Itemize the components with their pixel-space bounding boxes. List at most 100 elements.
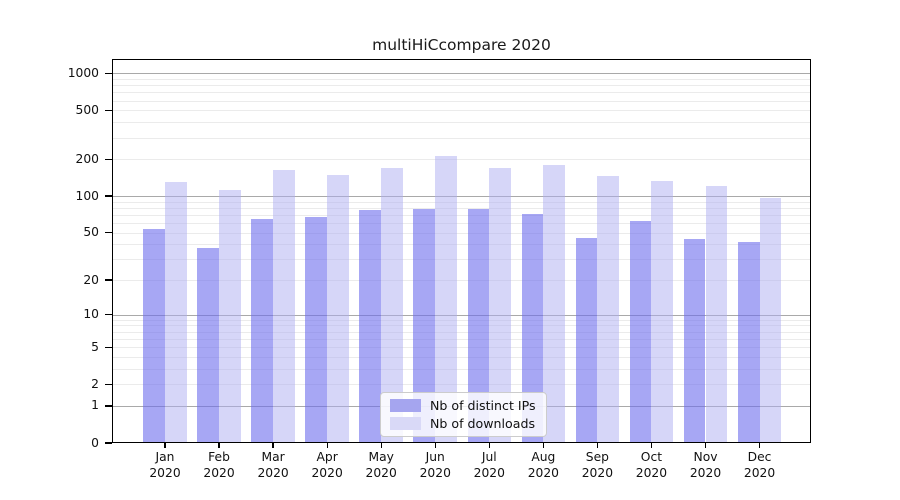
y-tick-mark — [105, 232, 112, 234]
bar-downloads-dec — [759, 198, 782, 443]
bar-ips-feb — [197, 248, 220, 443]
bar-ips-may — [359, 209, 382, 443]
x-tick-year: 2020 — [689, 465, 722, 480]
bar-ips-oct — [629, 220, 652, 443]
gridline-minor — [112, 79, 811, 81]
y-tick-label: 500 — [75, 102, 99, 117]
x-tick-month: Oct — [640, 450, 663, 464]
x-tick-month: Aug — [531, 450, 556, 464]
x-tick-mark — [434, 443, 436, 448]
bar-downloads-jun — [435, 156, 458, 443]
x-tick-month: Mar — [261, 450, 285, 464]
x-tick-month: Nov — [693, 450, 718, 464]
gridline-minor — [112, 368, 811, 370]
y-tick-mark — [105, 346, 112, 348]
x-tick-label: Nov 2020 — [670, 450, 742, 481]
bar-ips-jan — [143, 228, 165, 443]
gridline-major — [112, 196, 811, 198]
gridline-minor — [112, 92, 811, 94]
x-tick-year: 2020 — [365, 465, 397, 480]
x-tick-mark — [650, 443, 653, 448]
bar-ips-apr — [305, 217, 328, 443]
y-tick-label: 2 — [91, 376, 99, 391]
x-tick-year: 2020 — [419, 465, 451, 480]
x-tick-month: Jul — [481, 450, 497, 464]
y-tick-label: 50 — [83, 225, 99, 240]
gridline-minor — [112, 201, 811, 203]
gridline-minor — [112, 232, 811, 234]
bar-downloads-nov — [705, 186, 728, 443]
y-tick-label: 10 — [83, 307, 99, 322]
x-tick-month: Jun — [425, 450, 445, 464]
plot-area — [112, 59, 811, 443]
gridline-minor — [112, 356, 811, 358]
bar-downloads-jul — [489, 167, 512, 443]
x-tick-mark — [596, 443, 599, 448]
bar-downloads-feb — [219, 190, 241, 443]
y-tick-mark — [105, 72, 112, 75]
x-tick-label: Jul 2020 — [453, 450, 525, 481]
bar-ips-nov — [683, 239, 706, 443]
bar-ips-jun — [413, 209, 436, 443]
x-tick-year: 2020 — [311, 465, 343, 480]
bar-downloads-jan — [165, 182, 187, 443]
y-tick-label: 20 — [83, 272, 99, 287]
gridline-minor — [112, 259, 811, 261]
gridline-minor — [112, 244, 811, 246]
x-tick-year: 2020 — [635, 465, 668, 480]
bar-downloads-apr — [327, 174, 349, 443]
x-tick-mark — [164, 443, 166, 448]
gridline-minor — [112, 280, 811, 282]
gridline-minor — [112, 122, 811, 124]
bar-downloads-oct — [651, 180, 674, 443]
x-tick-month: Apr — [316, 450, 338, 464]
x-tick-label: Dec 2020 — [724, 450, 796, 481]
legend-label-downloads: Nb of downloads — [430, 416, 536, 431]
gridline-minor — [112, 384, 811, 386]
x-tick-month: Jan — [155, 450, 175, 464]
x-tick-label: Apr 2020 — [291, 450, 363, 481]
gridline-minor — [112, 100, 811, 102]
bar-downloads-may — [381, 167, 403, 443]
y-tick-mark — [105, 109, 112, 112]
bar-ips-jul — [467, 208, 490, 443]
x-tick-label: Oct 2020 — [615, 450, 687, 481]
x-tick-month: Dec — [747, 450, 772, 464]
y-tick-label: 100 — [75, 188, 99, 203]
bar-ips-mar — [251, 218, 274, 443]
x-tick-mark — [380, 443, 382, 448]
x-tick-mark — [488, 443, 490, 448]
gridline-minor — [112, 207, 811, 209]
legend-item-downloads: Nb of downloads — [390, 416, 536, 431]
gridline-minor — [112, 159, 811, 161]
x-tick-year: 2020 — [743, 465, 776, 480]
gridline-minor — [112, 331, 811, 333]
y-tick-mark — [105, 195, 112, 197]
gridline-minor — [112, 85, 811, 87]
chart-title: multiHiCcompare 2020 — [372, 36, 551, 54]
x-tick-month: Sep — [585, 450, 609, 464]
gridline-minor — [112, 110, 811, 112]
x-tick-mark — [542, 443, 544, 448]
y-tick-label: 5 — [91, 339, 99, 354]
bar-downloads-aug — [543, 165, 566, 443]
x-tick-mark — [218, 443, 220, 448]
gridline-major — [112, 314, 811, 316]
y-tick-label: 1 — [91, 398, 99, 413]
y-tick-mark — [105, 405, 112, 407]
legend-label-distinct-ips: Nb of distinct IPs — [430, 398, 536, 413]
x-tick-month: Feb — [208, 450, 230, 464]
x-tick-mark — [758, 443, 761, 448]
x-tick-label: Mar 2020 — [237, 450, 309, 481]
x-tick-year: 2020 — [203, 465, 235, 480]
y-tick-mark — [105, 383, 112, 385]
legend: Nb of distinct IPs Nb of downloads — [380, 392, 547, 437]
x-tick-mark — [272, 443, 274, 448]
legend-item-distinct-ips: Nb of distinct IPs — [390, 398, 536, 413]
x-tick-label: Jun 2020 — [399, 450, 471, 481]
x-tick-year: 2020 — [581, 465, 614, 480]
gridline-minor — [112, 137, 811, 139]
y-tick-label: 1000 — [67, 65, 99, 80]
y-tick-mark — [105, 158, 112, 160]
gridline-minor — [112, 223, 811, 225]
